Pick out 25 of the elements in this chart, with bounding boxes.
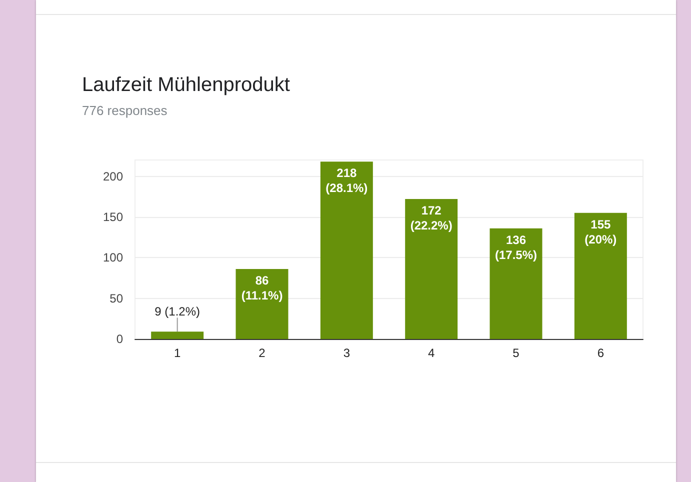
x-tick-label: 2 xyxy=(258,346,266,360)
y-tick-label: 200 xyxy=(102,169,124,184)
chart-title: Laufzeit Mühlenprodukt xyxy=(82,74,290,96)
data-label: 9 (1.2%) xyxy=(154,304,200,319)
data-label: 86 (11.1%) xyxy=(241,274,283,303)
y-tick-label: 50 xyxy=(110,291,124,306)
bar xyxy=(151,332,204,339)
bar xyxy=(490,228,542,339)
x-tick-label: 4 xyxy=(428,346,435,360)
y-tick-label: 100 xyxy=(102,250,124,265)
data-label: 136 (17.5%) xyxy=(494,232,538,262)
x-tick-label: 3 xyxy=(343,346,350,360)
data-label: 172 (22.2%) xyxy=(410,204,452,233)
y-tick-label: 150 xyxy=(102,210,124,224)
chart-subtitle: 776 responses xyxy=(82,103,168,118)
data-label: 155 (20%) xyxy=(584,217,617,246)
x-tick-label: 6 xyxy=(597,346,604,360)
bar xyxy=(405,199,458,339)
y-tick-label: 0 xyxy=(116,332,124,346)
bar xyxy=(574,212,627,339)
data-label: 218 (28.1%) xyxy=(326,166,368,196)
x-tick-label: 1 xyxy=(174,346,181,360)
x-tick-label: 5 xyxy=(512,346,520,360)
bar xyxy=(236,269,288,339)
bar xyxy=(320,162,373,339)
